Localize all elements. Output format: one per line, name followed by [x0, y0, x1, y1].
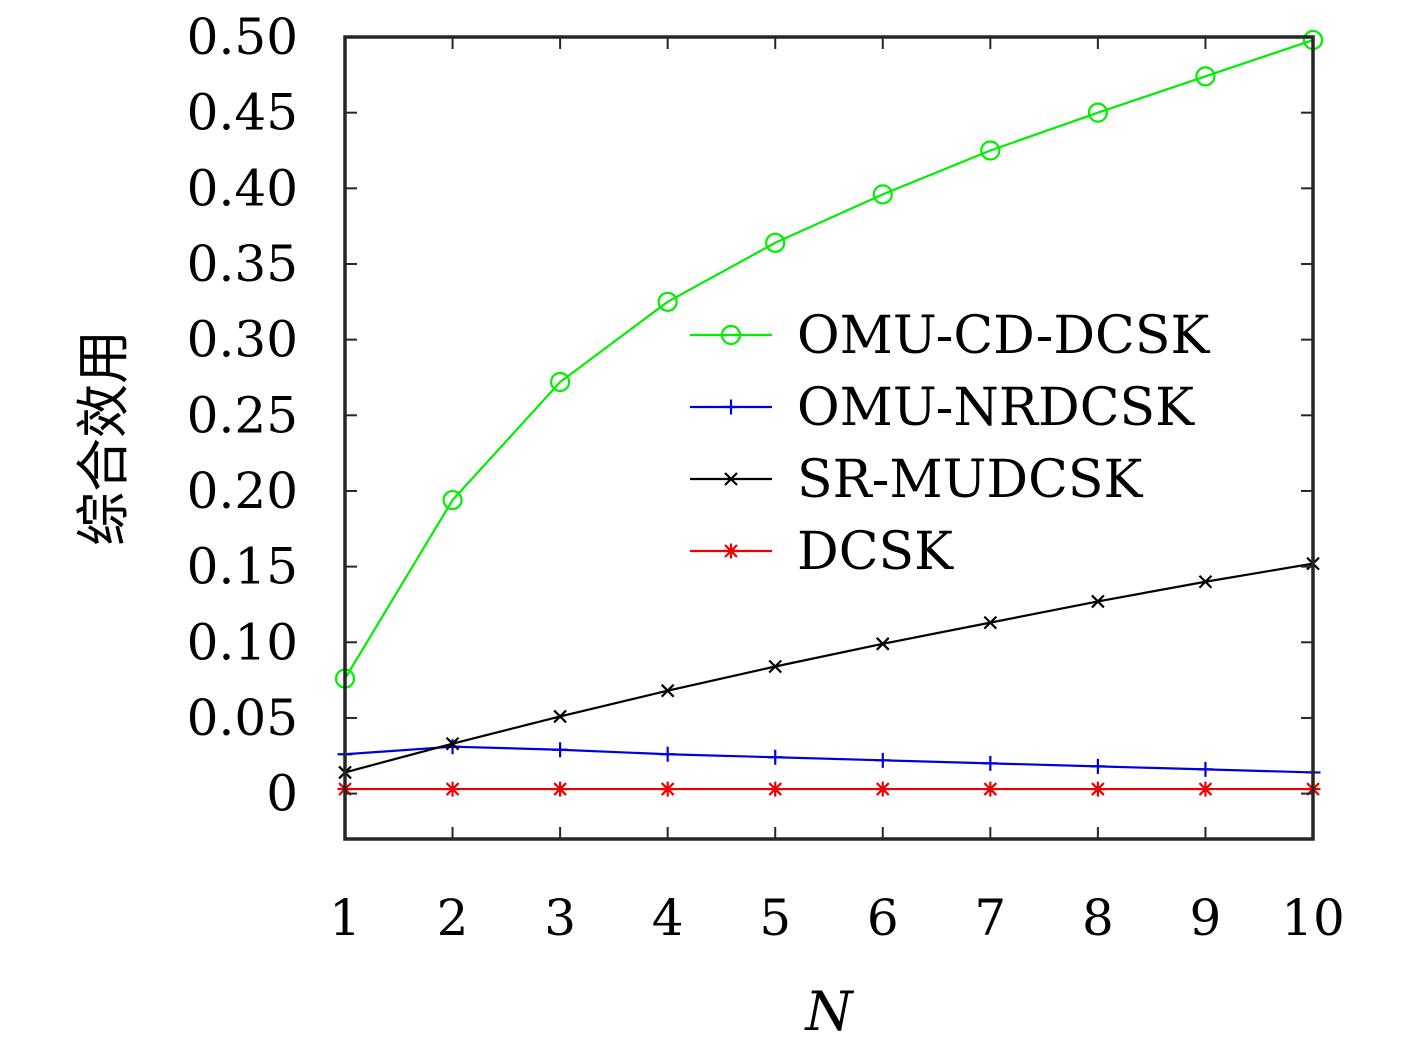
y-tick-label: 0.50: [187, 8, 298, 66]
data-point: [982, 781, 998, 797]
legend-label: DCSK: [797, 522, 954, 582]
y-tick-label: 0.15: [187, 538, 298, 596]
y-tick-label: 0.35: [187, 235, 298, 293]
legend-marker: [724, 472, 738, 486]
y-tick-label: 0.40: [187, 159, 298, 217]
y-tick-label: 0: [266, 765, 298, 823]
data-point: [980, 140, 1001, 161]
series-line: [344, 745, 1314, 774]
series-line: [344, 38, 1314, 680]
x-tick-label: 3: [544, 889, 576, 947]
data-point: [982, 755, 998, 771]
x-tick-label: 4: [652, 889, 684, 947]
legend-marker: [720, 324, 742, 346]
data-point: [552, 781, 568, 797]
x-axis-label: N: [803, 980, 854, 1043]
data-point: [765, 232, 786, 253]
data-point: [876, 637, 890, 651]
y-axis-label: 综合效用: [72, 330, 135, 546]
x-tick-label: 10: [1281, 889, 1345, 947]
data-point: [660, 746, 676, 762]
x-tick-label: 8: [1082, 889, 1114, 947]
data-point: [767, 749, 783, 765]
data-point: [875, 752, 891, 768]
data-point: [872, 184, 893, 205]
data-point: [660, 683, 675, 698]
data-point: [1197, 781, 1213, 797]
data-point: [1087, 102, 1108, 123]
data-point: [1090, 781, 1106, 797]
legend-marker: [723, 543, 739, 559]
data-point: [445, 736, 460, 751]
data-point: [553, 709, 567, 724]
data-point: [442, 489, 463, 511]
data-point: [445, 739, 461, 755]
y-tick-label: 0.05: [187, 689, 298, 747]
y-tick-label: 0.10: [187, 613, 298, 671]
x-tick-label: 6: [867, 889, 899, 947]
legend-marker: [723, 399, 739, 415]
data-point: [983, 615, 998, 630]
legend: OMU-CD-DCSK OMU-NRDCSK SR-MUDCSK DCSK: [690, 306, 1210, 582]
data-point: [445, 781, 461, 797]
y-tick-label: 0.20: [187, 462, 298, 520]
data-point: [1197, 761, 1213, 777]
data-point: [875, 781, 891, 797]
data-point: [657, 291, 678, 312]
data-point: [1195, 66, 1216, 87]
data-point: [1090, 758, 1106, 774]
data-point: [768, 659, 782, 674]
data-point: [550, 371, 571, 393]
x-tick-label: 2: [437, 889, 469, 947]
legend-label: SR-MUDCSK: [797, 450, 1144, 510]
x-tick-label: 1: [329, 889, 361, 947]
x-tick-label: 5: [759, 889, 791, 947]
x-tick-label: 7: [974, 889, 1006, 947]
data-point: [1091, 594, 1105, 609]
series-line: [344, 562, 1314, 774]
ticks-layer: 1 2 3 4 5 6 7 8 9 10 0 0.05 0.10 0.15 0.20 0.25 0.30 0.35…: [187, 8, 1345, 947]
y-tick-label: 0.45: [187, 84, 298, 142]
data-point: [767, 781, 783, 797]
data-point: [1198, 574, 1213, 589]
series-layer: [334, 29, 1324, 797]
legend-label: OMU-NRDCSK: [797, 378, 1195, 438]
legend-label: OMU-CD-DCSK: [797, 306, 1210, 366]
plot-frame: [343, 35, 1315, 841]
y-tick-label: 0.30: [187, 311, 298, 369]
data-point: [552, 742, 568, 758]
y-tick-label: 0.25: [187, 386, 298, 444]
data-point: [660, 781, 676, 797]
x-tick-label: 9: [1190, 889, 1222, 947]
